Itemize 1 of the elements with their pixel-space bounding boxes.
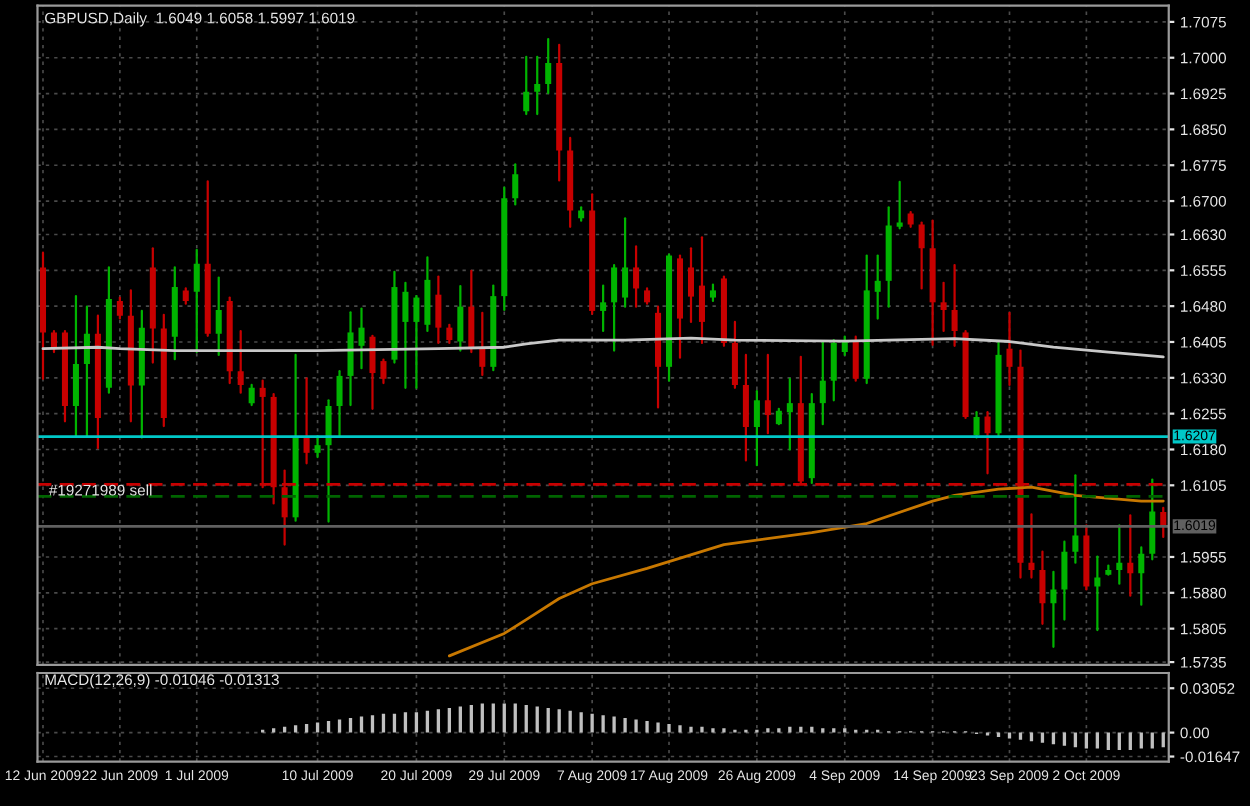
line-series [447, 485, 1165, 658]
